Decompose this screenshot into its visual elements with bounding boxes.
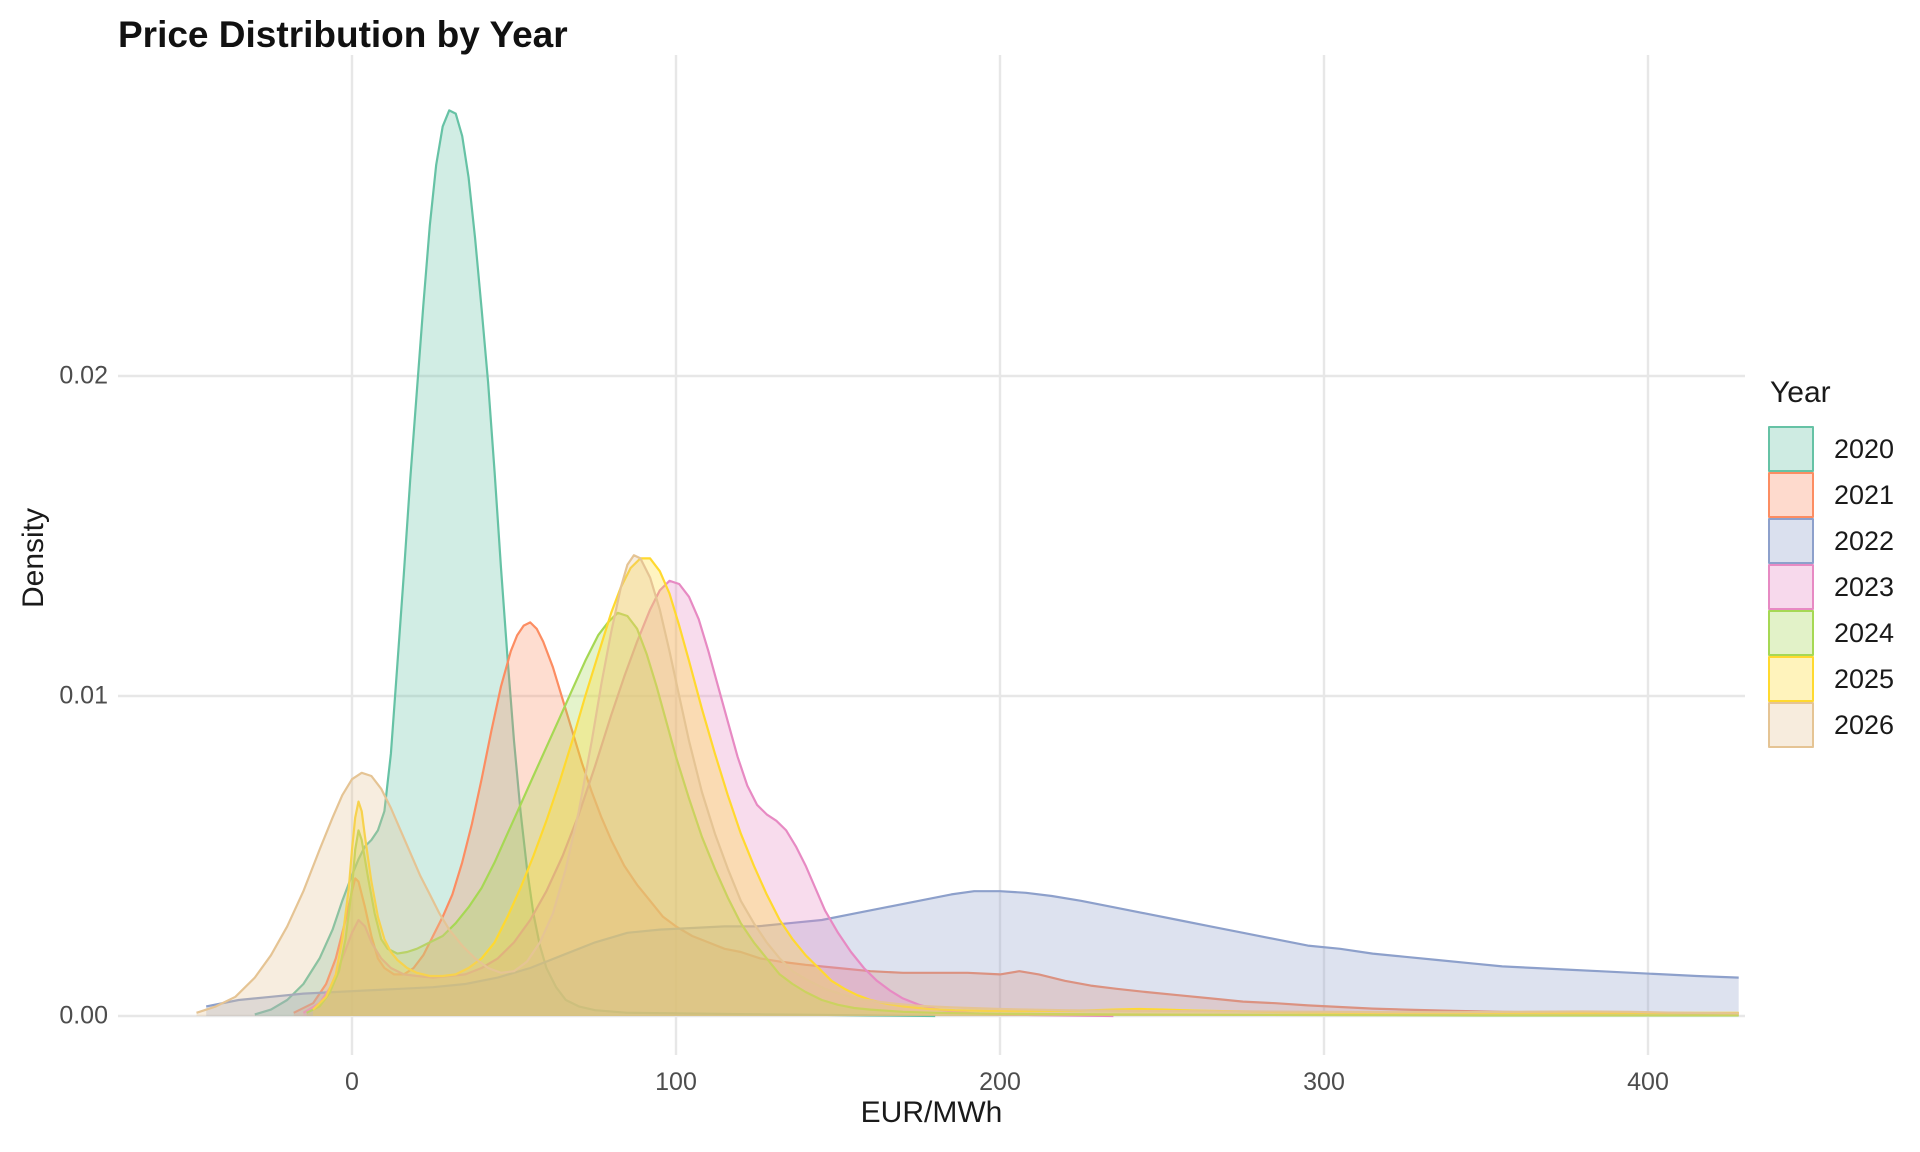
legend-label-2023: 2023	[1834, 571, 1895, 602]
density-area-2022	[206, 891, 1739, 1016]
density-line-2020	[254, 109, 936, 1018]
legend-item-2026: 2026	[1768, 702, 1894, 748]
legend-swatch-2025	[1768, 656, 1814, 702]
density-line-2022	[205, 890, 1739, 1008]
density-area-2021	[293, 622, 1739, 1016]
density-line-2021	[293, 621, 1739, 1015]
x-tick-0: 0	[345, 1068, 359, 1096]
y-tick-0.02: 0.02	[59, 361, 108, 390]
density-line-2023	[302, 579, 1114, 1018]
legend-swatch-2024	[1768, 610, 1814, 656]
x-tick-100: 100	[655, 1068, 697, 1096]
legend-swatch-2022	[1768, 518, 1814, 564]
legend-item-2023: 2023	[1768, 564, 1894, 610]
legend-item-2021: 2021	[1768, 472, 1894, 518]
legend-item-2022: 2022	[1768, 518, 1894, 564]
legend-swatch-2020	[1768, 426, 1814, 472]
density-area-2024	[306, 612, 1739, 1016]
y-tick-0.01: 0.01	[59, 681, 108, 710]
legend-item-2020: 2020	[1768, 426, 1894, 472]
density-line-2026	[196, 554, 1739, 1015]
density-area-2020	[254, 110, 936, 1016]
density-area-2025	[313, 558, 1739, 1016]
x-tick-200: 200	[979, 1068, 1021, 1096]
legend-item-2025: 2025	[1768, 656, 1894, 702]
legend-item-2024: 2024	[1768, 610, 1894, 656]
legend: Year 2020 2021 2022 2023 2024 2025 2026	[1768, 376, 1894, 748]
chart-title: Price Distribution by Year	[118, 14, 568, 55]
x-tick-400: 400	[1627, 1068, 1669, 1096]
density-area-2023	[303, 580, 1114, 1016]
legend-title: Year	[1770, 376, 1831, 409]
legend-items: 2020 2021 2022 2023 2024 2025 2026	[1768, 426, 1894, 748]
density-area-2026	[196, 555, 1739, 1016]
legend-swatch-2026	[1768, 702, 1814, 748]
legend-swatch-2021	[1768, 472, 1814, 518]
y-tick-0.00: 0.00	[59, 1001, 108, 1030]
legend-label-2021: 2021	[1834, 479, 1895, 510]
legend-swatch-2023	[1768, 564, 1814, 610]
x-tick-300: 300	[1303, 1068, 1345, 1096]
legend-label-2024: 2024	[1834, 617, 1895, 648]
legend-label-2020: 2020	[1834, 433, 1895, 464]
x-axis-title: EUR/MWh	[860, 1096, 1003, 1129]
legend-label-2022: 2022	[1834, 525, 1895, 556]
legend-label-2025: 2025	[1834, 663, 1895, 694]
legend-label-2026: 2026	[1834, 709, 1895, 740]
